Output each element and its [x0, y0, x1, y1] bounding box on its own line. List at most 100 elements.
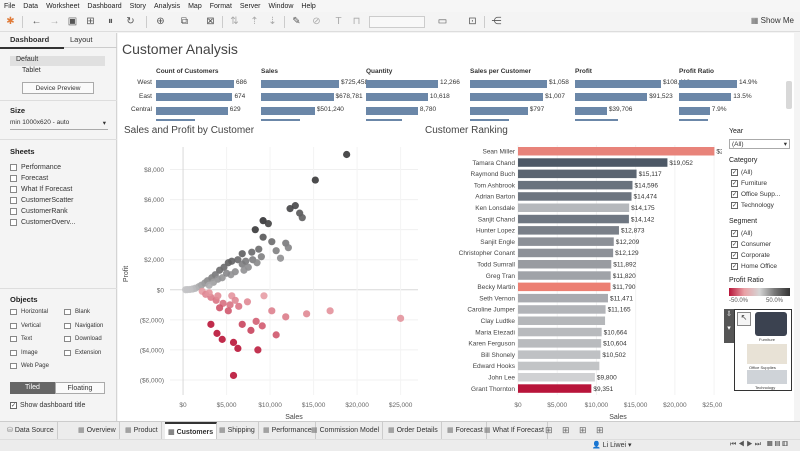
kpi-bar[interactable] — [679, 106, 710, 115]
floating-button[interactable]: Floating — [55, 382, 105, 394]
scatter-point[interactable] — [240, 266, 248, 274]
scatter-point[interactable] — [303, 310, 311, 318]
ranking-bar[interactable] — [518, 260, 612, 269]
sheet-item[interactable]: What If Forecast — [10, 186, 72, 193]
sheet-item[interactable]: CustomerRank — [10, 208, 68, 215]
presentation-icon[interactable]: ▭ — [437, 16, 448, 27]
scatter-point[interactable] — [259, 233, 267, 241]
kpi-bar[interactable] — [575, 106, 607, 115]
scatter-point[interactable] — [254, 346, 262, 354]
tab-performance[interactable]: ▦ Performance — [260, 422, 316, 440]
ranking-bar[interactable] — [518, 271, 611, 280]
filter-option[interactable]: ✓ Home Office — [731, 263, 777, 270]
show-me-button[interactable]: ▦ Show Me — [751, 16, 794, 25]
kpi-scrollbar[interactable] — [786, 81, 792, 109]
share-icon[interactable]: ⋲ — [491, 16, 502, 27]
scatter-point[interactable] — [226, 301, 234, 309]
scatter-point[interactable] — [291, 202, 299, 210]
swap-icon[interactable]: ⇅ — [230, 16, 239, 27]
present-mode-icon[interactable]: ⊡ — [468, 16, 477, 27]
tab-shipping[interactable]: ▦ Shipping — [216, 422, 259, 440]
scatter-point[interactable] — [207, 320, 215, 328]
scatter-point[interactable] — [268, 238, 276, 246]
scatter-point[interactable] — [224, 259, 232, 267]
scatter-point[interactable] — [298, 214, 306, 222]
menu-item-help[interactable]: Help — [301, 2, 316, 10]
filter-option[interactable]: ✓ (All) — [731, 169, 753, 176]
kpi-bar[interactable] — [679, 79, 737, 88]
kpi-bar[interactable] — [366, 79, 438, 88]
object-item-blank[interactable]: Blank — [64, 309, 90, 315]
ranking-bar[interactable] — [518, 327, 602, 337]
scatter-point[interactable] — [343, 150, 351, 159]
sort-asc-icon[interactable]: ⇡ — [250, 16, 259, 27]
kpi-bar[interactable] — [366, 93, 428, 101]
scatter-point[interactable] — [224, 307, 232, 315]
menu-item-worksheet[interactable]: Worksheet — [46, 2, 80, 10]
fit-dropdown[interactable] — [369, 16, 425, 28]
tab-customers[interactable]: ▦ Customers — [165, 422, 218, 440]
sort-desc-icon[interactable]: ⇣ — [268, 16, 277, 27]
tab-overview[interactable]: ▦ Overview — [75, 422, 120, 440]
scatter-point[interactable] — [272, 247, 280, 255]
new-datasource-tab-icon[interactable]: ⊞ — [545, 425, 553, 435]
ranking-bar[interactable] — [518, 226, 619, 235]
menu-item-server[interactable]: Server — [239, 2, 261, 10]
duplicate-icon[interactable]: ⧉ — [180, 16, 189, 27]
scatter-point[interactable] — [231, 296, 239, 304]
ranking-bar[interactable] — [518, 180, 633, 190]
group-icon[interactable]: ⊘ — [312, 16, 321, 27]
filter-option[interactable]: ✓ Consumer — [731, 241, 771, 248]
menu-item-map[interactable]: Map — [188, 2, 202, 10]
new-datasource-icon[interactable]: ⊞ — [86, 16, 95, 27]
ranking-bar[interactable] — [518, 339, 602, 348]
scatter-point[interactable] — [229, 371, 238, 380]
scatter-point[interactable] — [282, 313, 290, 321]
kpi-bar[interactable] — [575, 93, 648, 101]
new-story-tab-icon[interactable]: ⊞ — [596, 425, 604, 435]
highlight-icon[interactable]: ✎ — [292, 16, 301, 27]
menu-item-format[interactable]: Format — [209, 2, 232, 10]
filter-option[interactable]: ✓ Office Supp... — [731, 191, 780, 198]
object-item-extension[interactable]: Extension — [64, 349, 101, 356]
label-icon[interactable]: T — [335, 16, 342, 27]
kpi-bar[interactable] — [261, 106, 315, 115]
scatter-point[interactable] — [264, 220, 272, 228]
category-image-legend[interactable]: ↖ Furniture Office Supplies Technology — [734, 309, 792, 391]
sheet-item[interactable]: CustomerScatter — [10, 197, 74, 204]
scatter-point[interactable] — [326, 307, 334, 315]
tab-order-details[interactable]: ▦ Order Details — [385, 422, 442, 440]
ranking-bar[interactable] — [518, 316, 606, 326]
new-dashboard-tab-icon[interactable]: ⊞ — [579, 425, 587, 435]
menu-item-dashboard[interactable]: Dashboard — [87, 2, 122, 10]
tab-commission-model[interactable]: ▦ Commission Model — [308, 422, 384, 440]
sheet-navigation[interactable]: ⏮◀▶⏭ ▦▤▥ — [730, 441, 790, 448]
scatter-point[interactable] — [286, 205, 294, 213]
menu-item-data[interactable]: Data — [23, 2, 39, 10]
device-preview-button[interactable]: Device Preview — [22, 82, 94, 94]
scatter-point[interactable] — [272, 331, 280, 339]
tab-layout[interactable]: Layout — [70, 35, 93, 44]
back-icon[interactable]: ← — [31, 16, 42, 27]
ranking-bar[interactable] — [518, 350, 601, 359]
ranking-bar[interactable] — [518, 282, 611, 292]
kpi-bar[interactable] — [366, 106, 418, 115]
scatter-point[interactable] — [259, 217, 267, 225]
scatter-chart[interactable]: $8,000 $6,000 $4,000 $2,000 $0 ($2,000) ($4,00… — [118, 139, 418, 421]
sheet-item[interactable]: Performance — [10, 164, 61, 171]
scatter-point[interactable] — [253, 259, 261, 267]
kpi-bar[interactable] — [470, 79, 547, 88]
device-default[interactable]: Default — [16, 56, 39, 63]
kpi-bar[interactable] — [470, 106, 528, 115]
ranking-bar[interactable] — [518, 158, 668, 167]
scatter-point[interactable] — [222, 269, 231, 277]
floating-handle[interactable]: ⇩ ▾ — [724, 309, 734, 343]
kpi-bar[interactable] — [261, 93, 334, 101]
scatter-point[interactable] — [248, 248, 256, 256]
forward-icon[interactable]: → — [49, 16, 60, 27]
kpi-bar[interactable] — [470, 93, 544, 101]
object-item-image[interactable]: Image — [10, 349, 38, 356]
object-item-vertical[interactable]: Vertical — [10, 322, 41, 329]
scatter-point[interactable] — [243, 298, 252, 306]
filter-option[interactable]: ✓ Corporate — [731, 252, 770, 259]
